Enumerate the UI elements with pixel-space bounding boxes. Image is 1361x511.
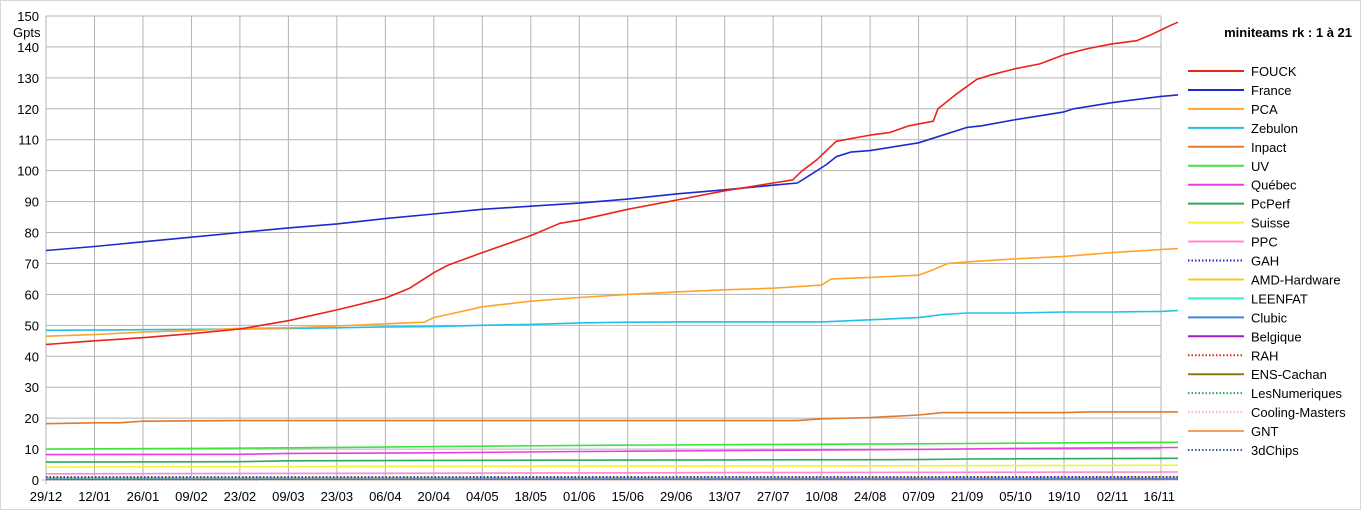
x-tick-label: 23/02	[224, 489, 257, 504]
y-tick-label: 0	[32, 473, 39, 488]
x-tick-label: 15/06	[611, 489, 644, 504]
y-tick-label: 70	[25, 256, 39, 271]
x-tick-label: 06/04	[369, 489, 402, 504]
legend-label: France	[1251, 83, 1291, 98]
y-tick-label: 60	[25, 287, 39, 302]
x-tick-label: 21/09	[951, 489, 984, 504]
axes	[42, 16, 1161, 484]
series-line-pcperf	[46, 458, 1178, 462]
legend-label: Québec	[1251, 178, 1297, 193]
legend-label: Suisse	[1251, 216, 1290, 231]
x-tick-label: 05/10	[999, 489, 1032, 504]
legend-label: Clubic	[1251, 310, 1288, 325]
y-tick-label: 20	[25, 411, 39, 426]
legend-label: FOUCK	[1251, 64, 1297, 79]
legend-label: LEENFAT	[1251, 291, 1308, 306]
x-tick-label: 24/08	[854, 489, 887, 504]
legend-label: GAH	[1251, 254, 1279, 269]
legend-label: Cooling-Masters	[1251, 405, 1346, 420]
legend-label: Belgique	[1251, 329, 1302, 344]
x-tick-label: 16/11	[1143, 489, 1175, 504]
x-tick-label: 02/11	[1097, 489, 1129, 504]
legend-label: LesNumeriques	[1251, 386, 1343, 401]
x-tick-label: 23/03	[321, 489, 354, 504]
x-tick-label: 07/09	[902, 489, 935, 504]
legend-label: RAH	[1251, 348, 1278, 363]
x-tick-label: 09/03	[272, 489, 305, 504]
y-tick-label: 110	[18, 133, 39, 148]
x-tick-label: 18/05	[515, 489, 548, 504]
x-tick-label: 19/10	[1048, 489, 1081, 504]
legend-label: Zebulon	[1251, 121, 1298, 136]
y-tick-label: 30	[25, 380, 39, 395]
y-tick-label: 100	[17, 164, 39, 179]
y-tick-label: 130	[17, 71, 39, 86]
legend-label: 3dChips	[1251, 443, 1299, 458]
y-tick-label: 80	[25, 226, 39, 241]
x-tick-label: 01/06	[563, 489, 596, 504]
x-tick-labels: 29/12 12/01 26/01 09/02 23/02 09/03 23/03 06/04…	[30, 489, 1175, 504]
y-axis-label: Gpts	[13, 25, 41, 40]
x-tick-label: 04/05	[466, 489, 499, 504]
y-tick-label: 10	[25, 442, 39, 457]
legend-label: PcPerf	[1251, 197, 1290, 212]
y-tick-label: 120	[17, 102, 39, 117]
y-tick-labels: 0 10 20 30 40 50 60 70 80 90 100 110 120 130 140 150	[17, 9, 39, 488]
y-tick-label: 50	[25, 318, 39, 333]
legend-label: GNT	[1251, 424, 1279, 439]
grid	[46, 16, 1161, 480]
y-tick-label: 140	[17, 40, 39, 55]
x-tick-label: 29/12	[30, 489, 63, 504]
legend-label: Inpact	[1251, 140, 1287, 155]
legend: miniteams rk : 1 à 21 FOUCK France PCA Zebu…	[1188, 25, 1352, 458]
x-tick-label: 09/02	[175, 489, 208, 504]
x-tick-label: 10/08	[805, 489, 838, 504]
series-line-france	[46, 95, 1178, 251]
x-tick-label: 20/04	[418, 489, 451, 504]
x-tick-label: 26/01	[127, 489, 160, 504]
y-tick-label: 150	[17, 9, 39, 24]
series-line-suisse	[46, 465, 1178, 467]
series-line-zebulon	[46, 311, 1178, 331]
y-tick-label: 40	[25, 349, 39, 364]
legend-label: ENS-Cachan	[1251, 367, 1327, 382]
legend-label: UV	[1251, 159, 1269, 174]
legend-title: miniteams rk : 1 à 21	[1224, 25, 1352, 40]
legend-label: AMD-Hardware	[1251, 272, 1341, 287]
x-tick-label: 27/07	[757, 489, 790, 504]
legend-label: PCA	[1251, 102, 1278, 117]
x-tick-label: 13/07	[708, 489, 741, 504]
x-tick-label: 12/01	[78, 489, 111, 504]
x-tick-label: 29/06	[660, 489, 693, 504]
series-line-ppc	[46, 472, 1178, 474]
legend-label: PPC	[1251, 235, 1278, 250]
series-lines	[46, 22, 1178, 480]
y-tick-label: 90	[25, 195, 39, 210]
